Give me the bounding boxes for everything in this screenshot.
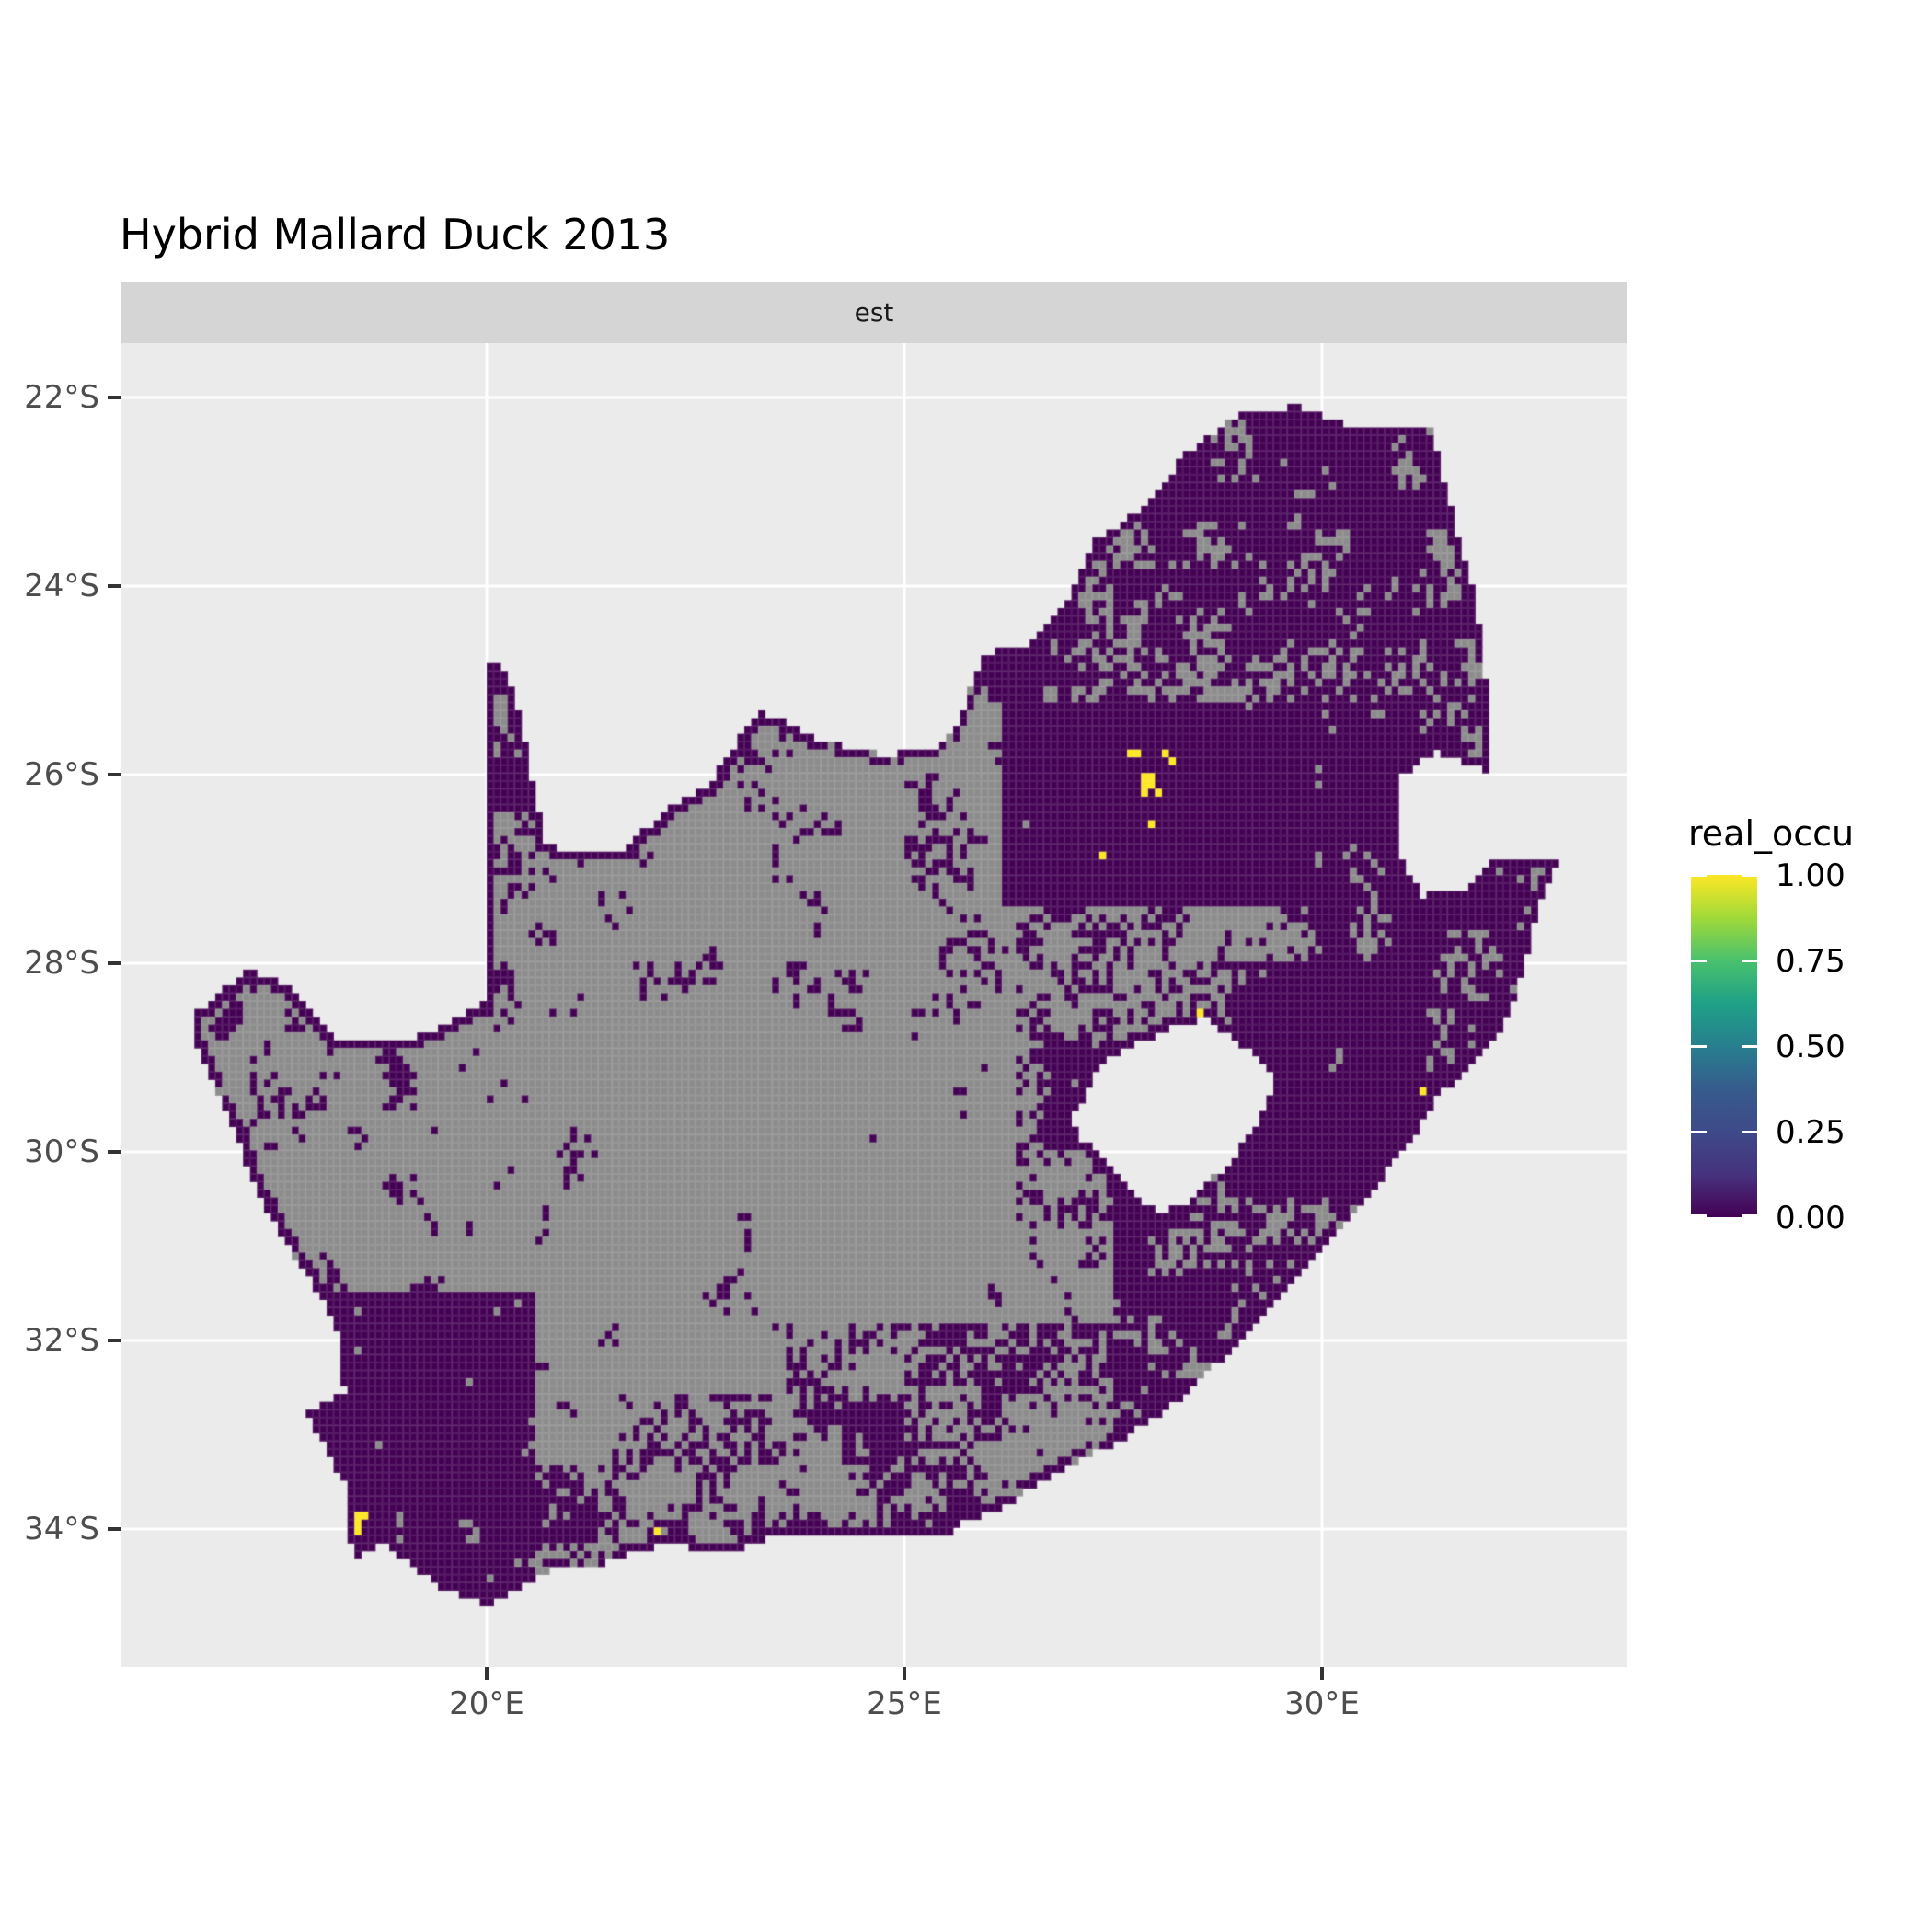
legend-tick-mark [1691,960,1707,962]
x-tick-mark [903,1667,906,1680]
legend-tick-mark [1742,1214,1757,1217]
legend-tick-mark [1742,1131,1757,1133]
y-tick-mark [108,1527,121,1531]
y-tick-mark [108,396,121,399]
legend-tick-label: 0.25 [1776,1114,1846,1151]
legend-tick-mark [1742,874,1757,877]
x-tick-mark [1320,1667,1324,1680]
x-tick-mark [485,1667,489,1680]
facet-strip-label: est [854,297,894,328]
y-axis-label: 34°S [24,1511,99,1547]
y-axis-label: 22°S [24,379,99,416]
legend-tick-label: 0.50 [1776,1029,1846,1065]
legend-title: real_occu [1688,813,1855,854]
legend-tick-mark [1691,1045,1707,1048]
page-title: Hybrid Mallard Duck 2013 [120,210,671,259]
y-axis-label: 30°S [24,1133,99,1170]
y-tick-mark [108,961,121,965]
x-axis-label: 30°E [1284,1685,1360,1722]
x-axis-label: 20°E [449,1685,524,1722]
facet-strip: est [121,282,1627,343]
legend-tick-mark [1742,1045,1757,1048]
y-tick-mark [108,1339,121,1342]
legend-tick-mark [1691,1131,1707,1133]
y-tick-mark [108,1150,121,1154]
x-axis-label: 25°E [867,1685,942,1722]
y-axis-label: 28°S [24,945,99,982]
y-axis-label: 32°S [24,1322,99,1359]
map-panel [121,343,1627,1667]
legend-tick-mark [1691,1214,1707,1217]
legend-tick-label: 1.00 [1776,857,1846,894]
y-tick-mark [108,584,121,588]
legend-tick-mark [1742,960,1757,962]
map-canvas [121,343,1627,1667]
legend-tick-mark [1691,874,1707,877]
legend-tick-label: 0.75 [1776,943,1846,980]
y-tick-mark [108,773,121,776]
y-axis-label: 26°S [24,756,99,793]
y-axis-label: 24°S [24,568,99,604]
legend-tick-label: 0.00 [1776,1200,1846,1236]
